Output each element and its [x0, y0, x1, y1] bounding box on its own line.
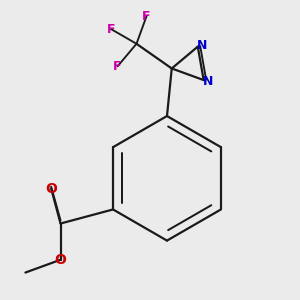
Text: N: N: [203, 75, 213, 88]
Text: F: F: [142, 10, 151, 22]
Text: F: F: [107, 22, 115, 36]
Text: F: F: [113, 60, 122, 73]
Text: O: O: [45, 182, 57, 196]
Text: N: N: [197, 39, 208, 52]
Text: O: O: [55, 253, 67, 267]
